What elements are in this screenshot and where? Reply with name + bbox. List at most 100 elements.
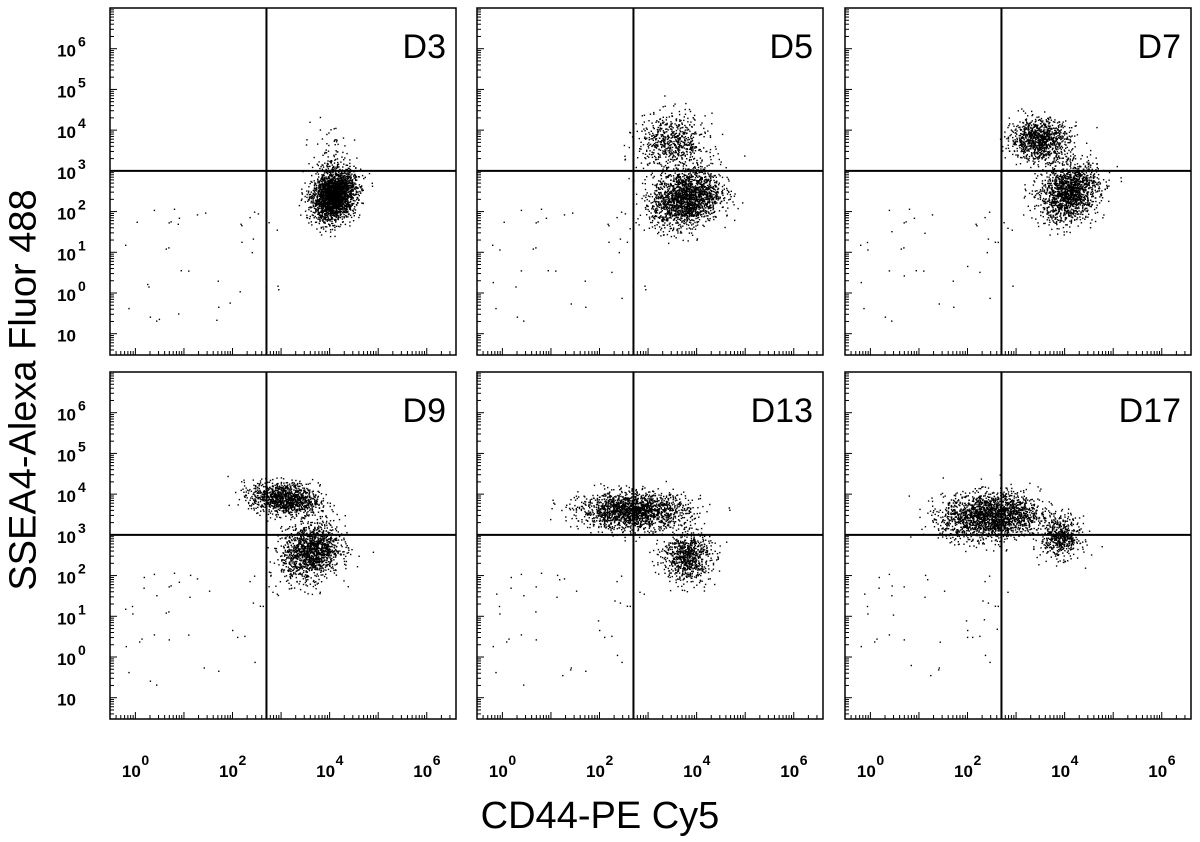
scatter-point <box>329 203 331 205</box>
scatter-point <box>333 191 336 193</box>
scatter-point <box>662 130 664 132</box>
scatter-point <box>672 186 674 188</box>
scatter-point <box>703 216 705 218</box>
scatter-point <box>318 185 320 187</box>
scatter-point <box>680 188 683 190</box>
scatter-point <box>335 201 337 203</box>
scatter-point <box>700 186 703 189</box>
scatter-point <box>659 192 661 194</box>
scatter-point <box>350 200 352 203</box>
scatter-point <box>316 228 318 230</box>
scatter-point <box>709 156 712 158</box>
scatter-point <box>680 204 682 207</box>
scatter-point <box>718 184 720 186</box>
scatter-point <box>339 214 342 217</box>
panel-title: D3 <box>403 28 446 66</box>
scatter-point <box>300 214 302 216</box>
scatter-point <box>683 191 685 194</box>
scatter-point <box>665 203 668 205</box>
scatter-point <box>351 193 354 195</box>
scatter-point <box>336 209 338 212</box>
scatter-point <box>651 208 653 210</box>
scatter-point <box>362 189 364 191</box>
scatter-point <box>671 215 673 218</box>
scatter-point <box>319 220 321 222</box>
scatter-point <box>664 172 667 175</box>
scatter-point <box>657 232 659 235</box>
scatter-point <box>679 182 682 184</box>
scatter-point <box>655 208 657 210</box>
scatter-point <box>353 165 355 167</box>
scatter-point <box>651 226 654 228</box>
scatter-point <box>317 210 319 212</box>
scatter-point <box>317 173 320 175</box>
scatter-point <box>371 182 373 184</box>
scatter-point <box>339 210 341 212</box>
scatter-point <box>336 151 338 153</box>
scatter-point <box>689 148 691 150</box>
scatter-point <box>676 228 679 230</box>
scatter-point <box>317 191 320 193</box>
scatter-point <box>691 180 693 183</box>
scatter-point <box>691 190 694 192</box>
scatter-point <box>688 227 691 229</box>
scatter-point <box>340 178 342 180</box>
scatter-point <box>647 205 649 208</box>
scatter-point <box>712 197 715 199</box>
scatter-point <box>168 247 170 249</box>
scatter-point <box>330 190 332 192</box>
scatter-point <box>655 196 657 198</box>
panel-d5: D5 <box>476 7 824 356</box>
scatter-point <box>666 194 669 196</box>
scatter-point <box>337 197 340 200</box>
scatter-point <box>323 186 325 188</box>
scatter-point <box>335 203 337 205</box>
scatter-point <box>680 214 682 216</box>
scatter-point <box>136 221 138 223</box>
scatter-point <box>672 200 674 202</box>
scatter-point <box>701 205 703 208</box>
scatter-point <box>312 192 314 195</box>
scatter-point <box>681 196 683 199</box>
scatter-point <box>325 189 328 191</box>
scatter-point <box>326 178 328 180</box>
scatter-point <box>701 193 704 195</box>
scatter-point <box>661 152 664 154</box>
scatter-point <box>324 184 326 186</box>
scatter-point <box>679 232 682 234</box>
scatter-point <box>325 198 327 201</box>
scatter-point <box>694 228 697 230</box>
scatter-point <box>658 197 661 199</box>
scatter-point <box>683 177 686 179</box>
scatter-point <box>315 186 318 189</box>
scatter-point <box>664 183 666 186</box>
scatter-point <box>319 202 321 204</box>
scatter-point <box>680 199 682 201</box>
scatter-point <box>682 202 685 205</box>
scatter-point <box>348 182 350 184</box>
scatter-point <box>318 212 320 214</box>
scatter-point <box>692 204 695 206</box>
scatter-point <box>331 207 333 209</box>
scatter-point <box>683 210 686 213</box>
scatter-point <box>713 175 715 177</box>
scatter-point <box>712 216 715 218</box>
scatter-point <box>316 199 318 202</box>
scatter-point <box>708 219 711 222</box>
scatter-point <box>653 162 656 164</box>
scatter-point <box>653 192 656 194</box>
scatter-point <box>349 168 352 171</box>
scatter-point <box>340 190 342 193</box>
scatter-point <box>661 182 664 184</box>
scatter-point <box>327 196 329 198</box>
scatter-point <box>330 182 333 184</box>
scatter-point <box>330 173 332 176</box>
scatter-point <box>343 159 345 161</box>
scatter-point <box>313 180 315 182</box>
scatter-point <box>671 194 673 196</box>
scatter-point <box>686 197 689 200</box>
scatter-point <box>342 137 345 139</box>
scatter-point <box>642 167 645 170</box>
scatter-point <box>657 180 660 182</box>
scatter-point <box>670 183 672 186</box>
